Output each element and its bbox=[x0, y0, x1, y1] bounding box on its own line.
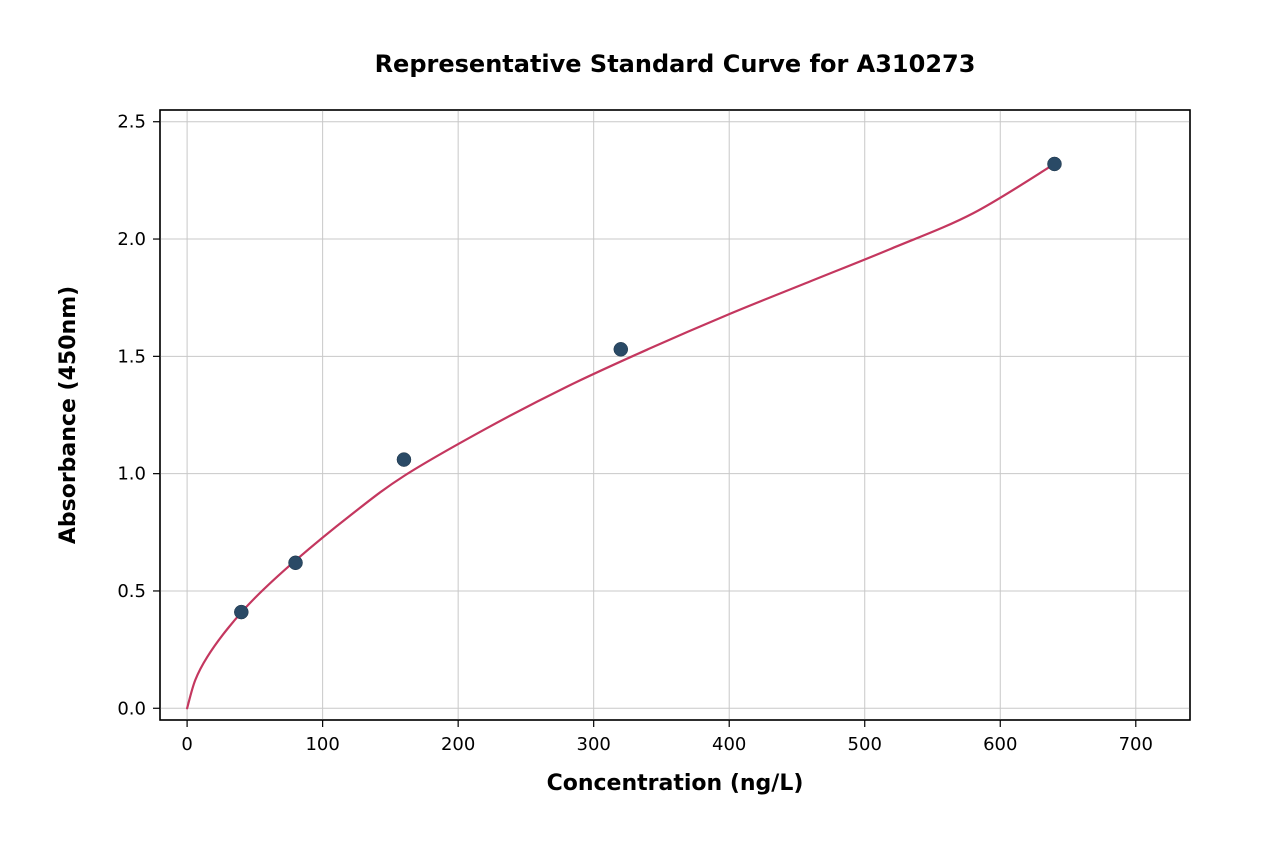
standard-curve-chart: 0 100 200 300 400 500 600 700 0.0 0.5 1.0 1.5 2.0 2.5… bbox=[0, 0, 1280, 845]
x-tick-label: 300 bbox=[577, 734, 611, 755]
data-point bbox=[289, 556, 303, 570]
x-axis-label: Concentration (ng/L) bbox=[547, 771, 804, 796]
y-tick-label: 1.0 bbox=[117, 464, 146, 485]
data-point bbox=[397, 453, 411, 467]
y-tick-label: 2.5 bbox=[117, 112, 146, 133]
y-tick-label: 0.5 bbox=[117, 581, 146, 602]
x-tick-label: 600 bbox=[983, 734, 1017, 755]
chart-container: 0 100 200 300 400 500 600 700 0.0 0.5 1.0 1.5 2.0 2.5… bbox=[0, 0, 1280, 845]
x-tick-label: 200 bbox=[441, 734, 475, 755]
y-tick-label: 0.0 bbox=[117, 698, 146, 719]
y-axis-label: Absorbance (450nm) bbox=[56, 286, 81, 544]
chart-title: Representative Standard Curve for A31027… bbox=[375, 50, 976, 78]
x-tick-label: 0 bbox=[181, 734, 192, 755]
x-tick-label: 100 bbox=[305, 734, 339, 755]
y-tick-label: 1.5 bbox=[117, 346, 146, 367]
x-tick-label: 400 bbox=[712, 734, 746, 755]
x-tick-label: 700 bbox=[1119, 734, 1153, 755]
data-point bbox=[234, 605, 248, 619]
y-tick-label: 2.0 bbox=[117, 229, 146, 250]
data-point bbox=[1047, 157, 1061, 171]
data-point bbox=[614, 342, 628, 356]
x-tick-label: 500 bbox=[848, 734, 882, 755]
